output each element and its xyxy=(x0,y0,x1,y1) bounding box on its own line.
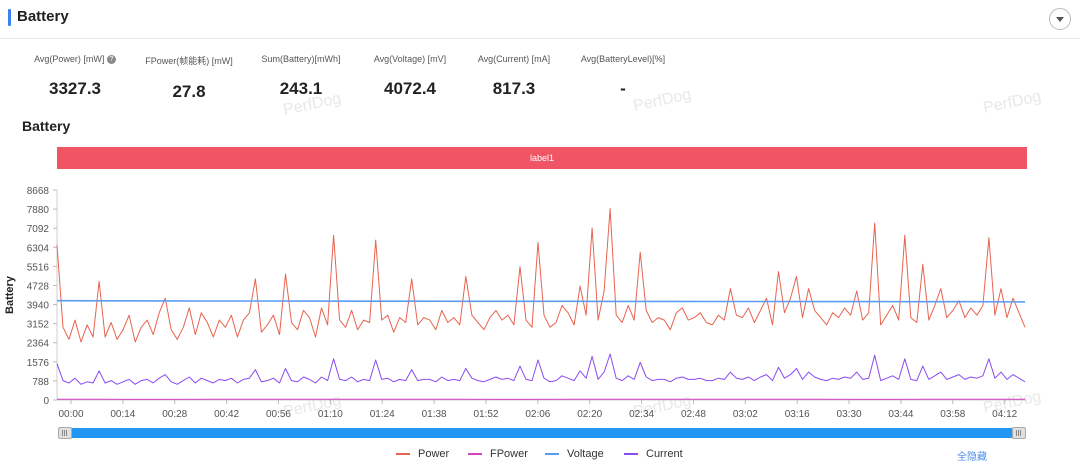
metric-avg-voltage: Avg(Voltage) [mV] 4072.4 xyxy=(355,54,465,99)
hide-all-button[interactable]: 全隐藏 xyxy=(957,452,987,463)
metric-fpower: FPower(帧能耗) [mW] 27.8 xyxy=(134,54,244,102)
slider-handle-left[interactable] xyxy=(58,427,72,439)
metric-value: - xyxy=(620,79,626,98)
metric-label: FPower(帧能耗) [mW] xyxy=(145,56,233,66)
x-tick-label: 02:06 xyxy=(525,409,550,420)
metric-label: Avg(Voltage) [mV] xyxy=(373,54,447,64)
metric-value: 3327.3 xyxy=(49,79,101,99)
legend-item-voltage[interactable]: Voltage xyxy=(545,448,604,460)
page-title: Battery xyxy=(17,8,69,25)
x-tick-label: 03:58 xyxy=(940,409,965,420)
x-tick-label: 03:30 xyxy=(837,409,862,420)
metric-label: Avg(Power) [mW] xyxy=(34,54,105,64)
legend-label: FPower xyxy=(490,448,528,460)
chart-legend: Power FPower Voltage Current xyxy=(0,448,1080,462)
x-tick-label: 02:48 xyxy=(681,409,706,420)
metric-label: Avg(BatteryLevel)[%] xyxy=(580,54,666,64)
question-circle-icon[interactable]: ? xyxy=(106,55,116,65)
y-tick-label: 5516 xyxy=(27,262,50,273)
label-band[interactable]: label1 xyxy=(57,147,1027,169)
grip-icon xyxy=(62,430,68,436)
x-tick-label: 01:24 xyxy=(370,409,395,420)
x-tick-label: 03:16 xyxy=(785,409,810,420)
watermark: PerfDog xyxy=(981,88,1043,117)
x-tick-label: 01:38 xyxy=(422,409,447,420)
battery-chart[interactable]: 8668788070926304551647283940315223641576… xyxy=(0,178,1080,426)
y-tick-label: 3152 xyxy=(27,320,50,331)
legend-line-icon xyxy=(624,453,638,455)
header-accent-bar xyxy=(8,9,11,26)
grip-icon xyxy=(1016,430,1022,436)
series-line-current xyxy=(56,353,1026,385)
legend-item-current[interactable]: Current xyxy=(624,448,683,460)
x-tick-label: 02:34 xyxy=(629,409,654,420)
metric-value: 27.8 xyxy=(172,82,206,101)
x-tick-label: 00:42 xyxy=(214,409,239,420)
legend-item-power[interactable]: Power xyxy=(396,448,449,460)
section-header: Battery xyxy=(0,0,1080,39)
y-tick-label: 0 xyxy=(43,396,49,407)
metric-avg-current: Avg(Current) [mA] 817.3 xyxy=(459,54,569,99)
chart-section-title: Battery xyxy=(22,118,71,134)
y-tick-label: 7092 xyxy=(27,224,50,235)
x-tick-label: 04:12 xyxy=(992,409,1017,420)
y-tick-label: 3940 xyxy=(27,301,50,312)
metric-label: Avg(Current) [mA] xyxy=(477,54,551,64)
y-tick-label: 788 xyxy=(32,377,49,388)
y-tick-label: 1576 xyxy=(27,358,50,369)
x-tick-label: 01:10 xyxy=(318,409,343,420)
metric-value: 243.1 xyxy=(279,79,323,98)
metric-label: Sum(Battery)[mWh] xyxy=(261,54,341,64)
legend-label: Voltage xyxy=(567,448,604,460)
collapse-button[interactable] xyxy=(1049,8,1071,30)
x-tick-label: 03:44 xyxy=(888,409,913,420)
y-tick-label: 4728 xyxy=(27,281,50,292)
y-tick-label: 8668 xyxy=(27,186,50,197)
x-tick-label: 02:20 xyxy=(577,409,602,420)
label-band-text: label1 xyxy=(529,153,555,163)
series-line-voltage xyxy=(56,299,1026,303)
metric-value: 817.3 xyxy=(492,79,536,98)
legend-item-fpower[interactable]: FPower xyxy=(468,448,528,460)
chevron-down-icon xyxy=(1056,16,1064,22)
legend-line-icon xyxy=(468,453,482,455)
x-tick-label: 00:56 xyxy=(266,409,291,420)
legend-label: Current xyxy=(646,448,683,460)
legend-line-icon xyxy=(396,453,410,455)
x-tick-label: 03:02 xyxy=(733,409,758,420)
metric-value: 4072.4 xyxy=(384,79,436,98)
time-range-slider[interactable] xyxy=(58,427,1026,439)
legend-label: Power xyxy=(418,448,450,460)
slider-handle-right[interactable] xyxy=(1012,427,1026,439)
legend-line-icon xyxy=(545,453,559,455)
y-axis-label: Battery xyxy=(4,275,16,314)
slider-track[interactable] xyxy=(66,428,1018,438)
metric-sum-battery: Sum(Battery)[mWh] 243.1 xyxy=(246,54,356,99)
x-tick-label: 00:14 xyxy=(110,409,135,420)
series-line-power xyxy=(56,208,1026,343)
y-tick-label: 2364 xyxy=(27,339,50,350)
x-tick-label: 00:28 xyxy=(162,409,187,420)
x-tick-label: 01:52 xyxy=(473,409,498,420)
x-tick-label: 00:00 xyxy=(58,409,83,420)
metric-avg-power: Avg(Power) [mW] ? 3327.3 xyxy=(20,54,130,99)
y-tick-label: 7880 xyxy=(27,205,50,216)
metric-avg-battery-level: Avg(BatteryLevel)[%] - xyxy=(568,54,678,99)
y-tick-label: 6304 xyxy=(27,243,50,254)
